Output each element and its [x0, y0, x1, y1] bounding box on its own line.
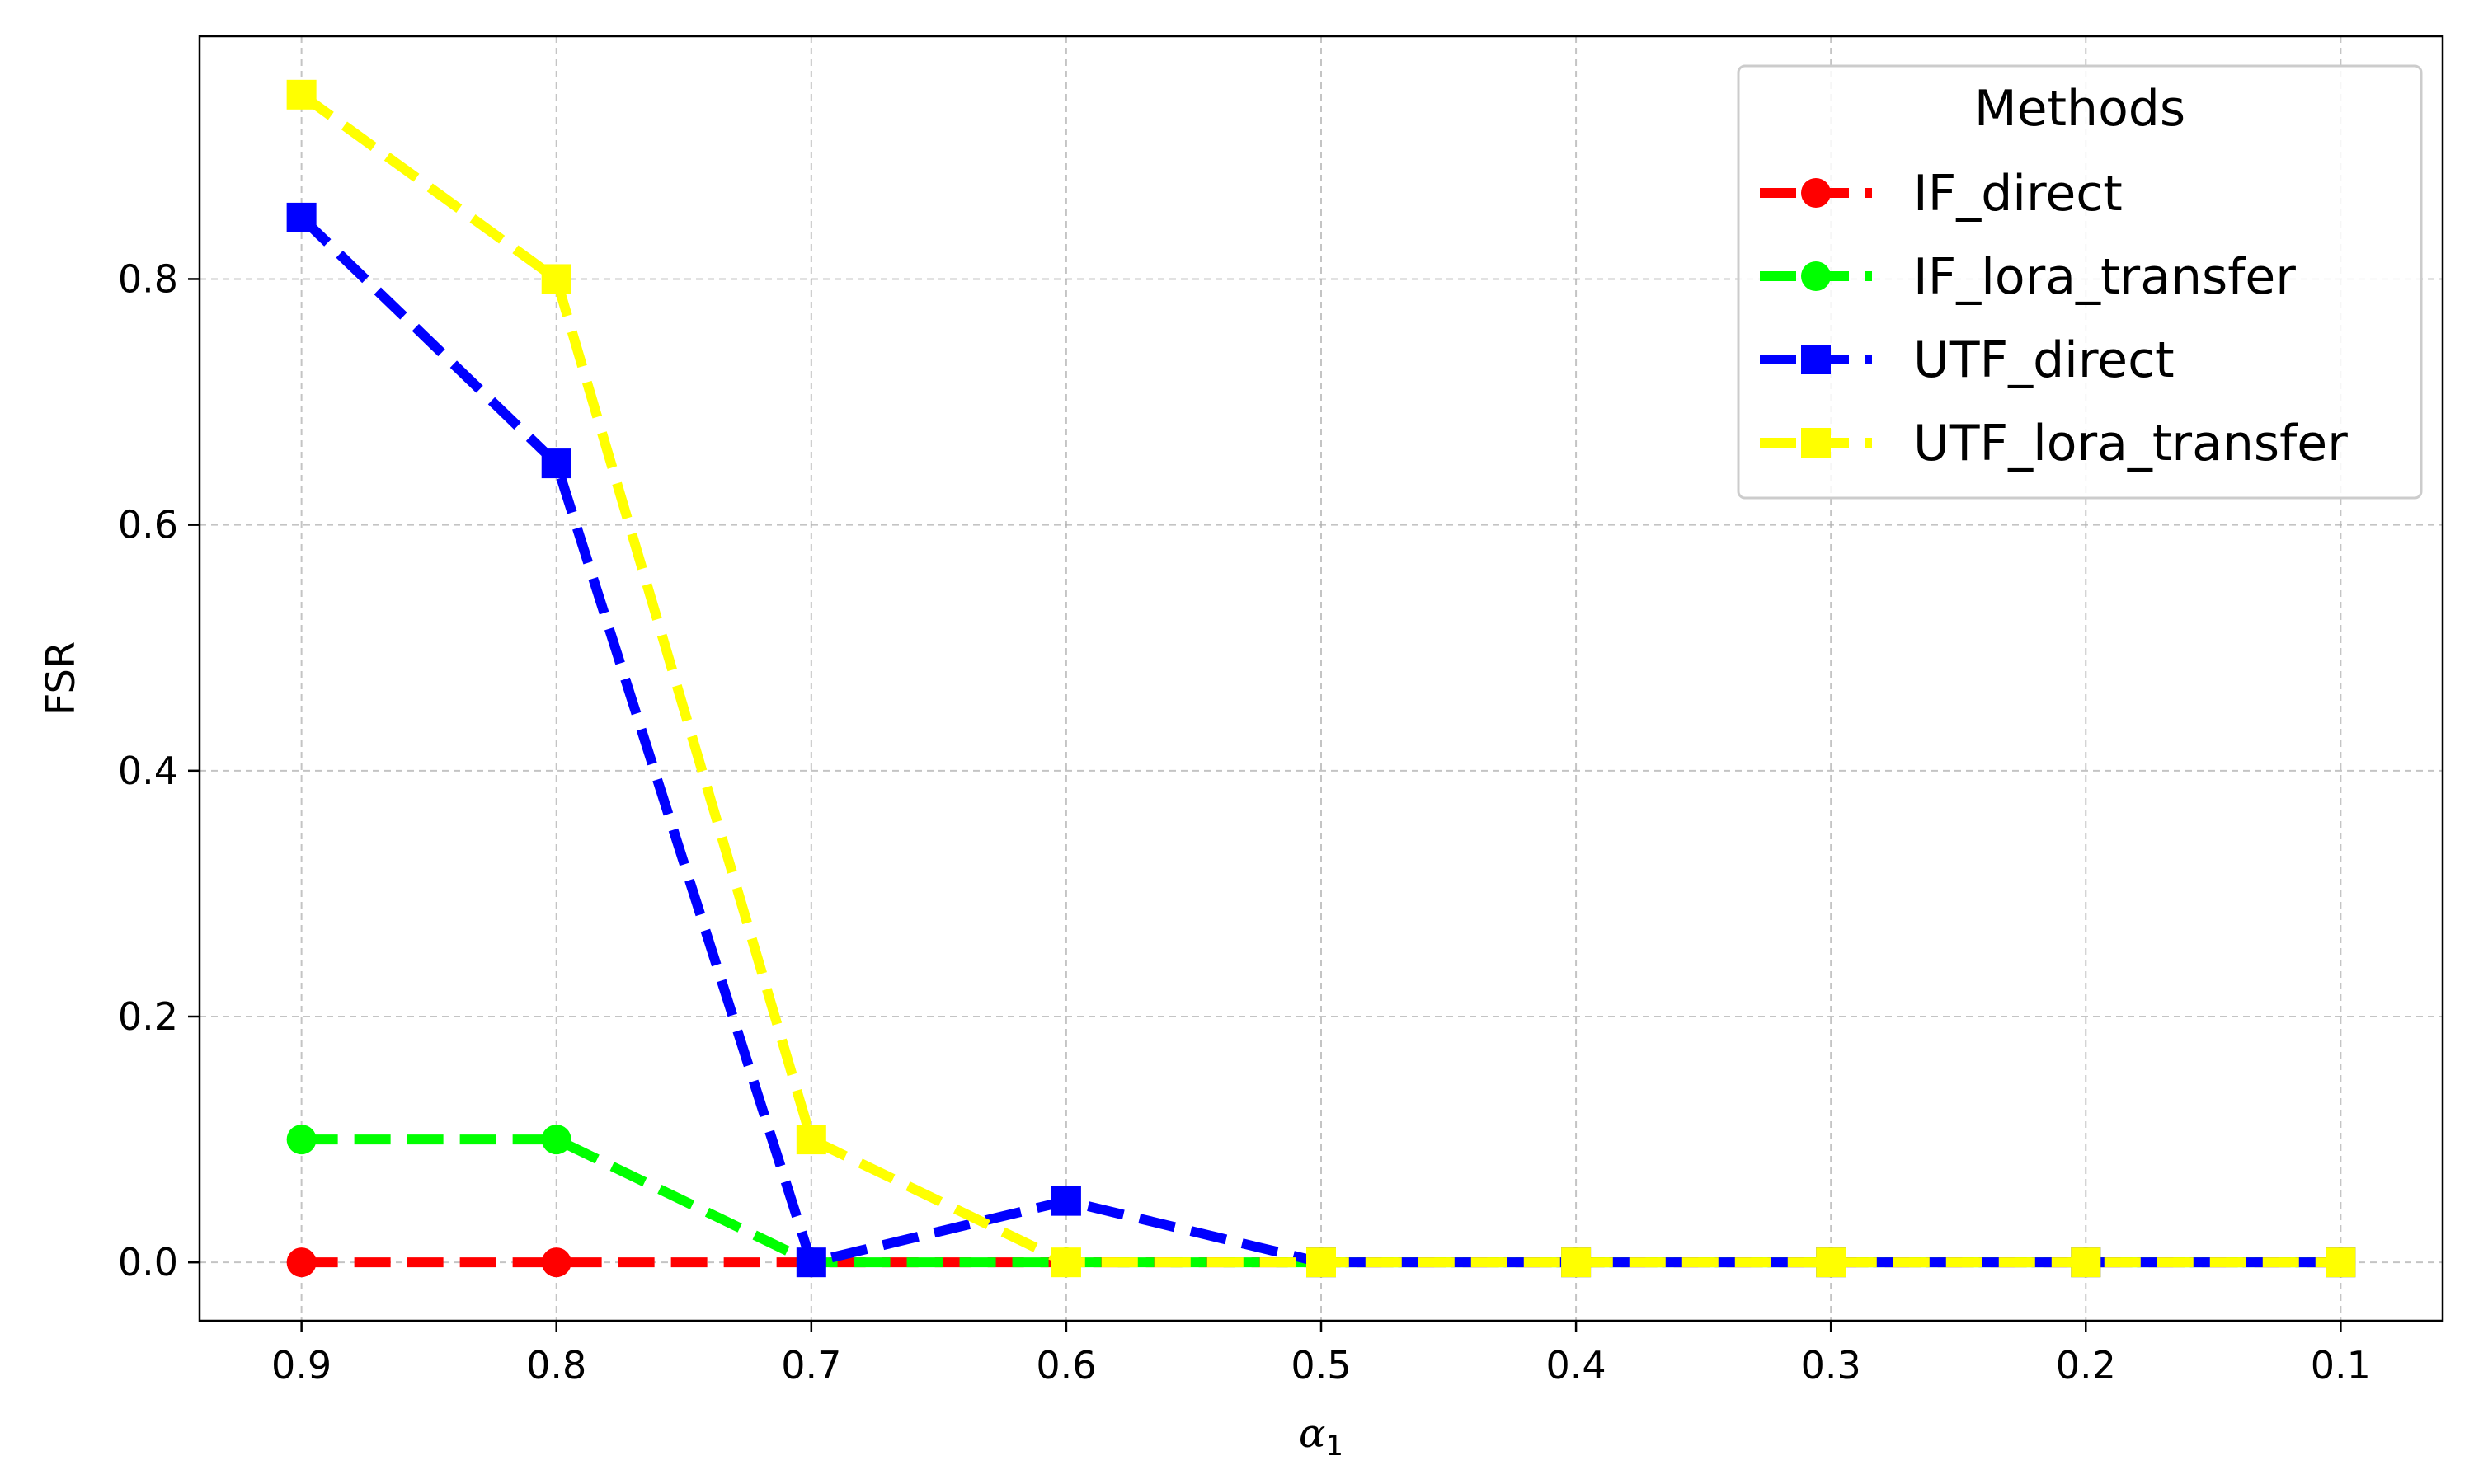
y-tick-label: 0.0	[118, 1240, 178, 1284]
x-tick-label: 0.5	[1291, 1343, 1351, 1388]
x-tick-label: 0.4	[1546, 1343, 1606, 1388]
legend-label: UTF_lora_transfer	[1913, 415, 2348, 472]
axis-ticks: 0.9 0.8 0.7 0.6 0.5 0.4 0.3 0.2 0.1 0.0 0.2 0.4 0.6 0…	[118, 256, 2371, 1388]
legend-marker	[1801, 345, 1831, 374]
data-point	[286, 1247, 317, 1278]
data-point	[541, 1125, 571, 1155]
x-axis-label-symbol: α	[1299, 1411, 1325, 1457]
legend: Methods IF_direct IF_lora_transfer UTF_dir…	[1737, 64, 2423, 500]
legend-marker	[1801, 261, 1831, 291]
x-tick-label: 0.9	[271, 1343, 332, 1388]
legend-item: IF_direct	[1760, 165, 2123, 223]
y-tick-label: 0.4	[118, 749, 178, 793]
x-tick-label: 0.2	[2056, 1343, 2116, 1388]
data-point	[1051, 1247, 1081, 1278]
legend-title: Methods	[1974, 80, 2185, 138]
y-tick-label: 0.2	[118, 994, 178, 1039]
data-point	[1306, 1247, 1336, 1278]
x-tick-label: 0.8	[526, 1343, 586, 1388]
data-point	[1561, 1247, 1592, 1278]
data-point	[286, 202, 317, 232]
data-point	[2071, 1247, 2101, 1278]
legend-label: IF_lora_transfer	[1913, 248, 2296, 306]
legend-marker	[1801, 178, 1831, 208]
legend-item: IF_lora_transfer	[1760, 248, 2296, 306]
series-line	[301, 1134, 2341, 1268]
data-point	[286, 1125, 317, 1155]
legend-label: UTF_direct	[1913, 331, 2175, 389]
legend-label: IF_direct	[1913, 165, 2123, 223]
series-lines	[286, 79, 2356, 1278]
data-point	[2326, 1247, 2356, 1278]
legend-frame	[1737, 64, 2423, 500]
x-tick-label: 0.7	[781, 1343, 841, 1388]
data-point	[1051, 1186, 1081, 1216]
data-point	[541, 448, 571, 479]
x-tick-label: 0.6	[1036, 1343, 1096, 1388]
data-point	[286, 79, 317, 110]
y-tick-label: 0.8	[118, 256, 178, 301]
data-point	[796, 1125, 826, 1155]
legend-item: UTF_direct	[1760, 331, 2175, 389]
series-UTF_lora_transfer	[286, 79, 2356, 1278]
data-point	[541, 264, 571, 294]
y-axis-label: FSR	[38, 641, 84, 716]
data-point	[1816, 1247, 1846, 1278]
legend-items: IF_direct IF_lora_transfer UTF_direct UTF_l…	[1760, 165, 2348, 472]
x-axis-label: α1	[1299, 1411, 1343, 1463]
x-tick-label: 0.3	[1801, 1343, 1861, 1388]
legend-marker	[1801, 428, 1831, 458]
y-tick-label: 0.6	[118, 503, 178, 547]
data-point	[541, 1247, 571, 1278]
data-point	[796, 1247, 826, 1278]
legend-item: UTF_lora_transfer	[1760, 415, 2348, 472]
x-tick-label: 0.1	[2311, 1343, 2371, 1388]
x-axis-label-subscript: 1	[1325, 1430, 1343, 1463]
